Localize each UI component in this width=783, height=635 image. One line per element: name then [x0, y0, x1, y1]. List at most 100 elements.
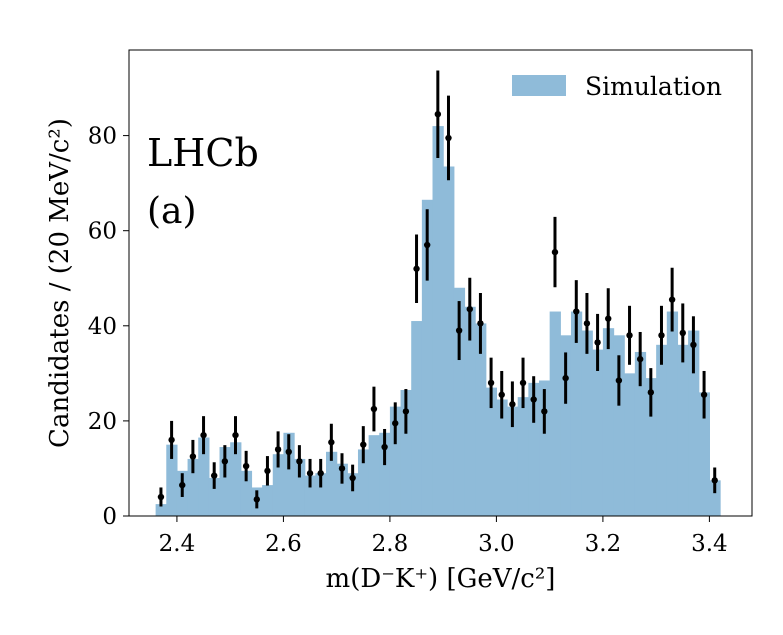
data-point — [370, 386, 378, 432]
data-point — [583, 292, 591, 354]
data-point — [423, 209, 431, 281]
data-marker — [615, 377, 623, 384]
data-point — [253, 490, 260, 509]
data-marker — [338, 465, 346, 472]
data-point — [445, 95, 452, 181]
y-axis-label: Candidates / (20 MeV/c²) — [45, 118, 75, 448]
x-tick-label: 2.8 — [372, 531, 409, 557]
histogram-bin — [262, 485, 274, 516]
histogram-bin — [496, 399, 508, 516]
data-marker — [200, 431, 207, 439]
histogram-bin — [166, 444, 178, 516]
experiment-label: LHCb — [147, 131, 259, 175]
data-point — [264, 456, 271, 486]
data-marker — [509, 401, 516, 408]
histogram-bin — [283, 432, 295, 516]
data-marker — [519, 379, 527, 387]
data-point — [296, 445, 303, 478]
data-marker — [434, 110, 442, 118]
histogram-bin — [528, 382, 540, 516]
histogram-bin — [634, 351, 647, 516]
data-marker — [317, 470, 324, 477]
data-marker — [541, 408, 548, 415]
histogram-bin — [709, 480, 721, 516]
histogram-bin — [155, 504, 167, 516]
data-point — [668, 267, 676, 332]
data-marker — [274, 446, 282, 453]
data-marker — [179, 481, 186, 489]
data-points — [157, 70, 718, 509]
histogram-bin — [272, 454, 285, 516]
histogram-bin — [432, 126, 444, 516]
legend-swatch-simulation — [512, 75, 566, 96]
histogram-bin — [326, 451, 338, 516]
data-point — [541, 389, 548, 434]
data-marker — [402, 408, 410, 415]
data-point — [487, 357, 495, 409]
y-tick-label: 0 — [102, 504, 117, 530]
histogram-bin — [411, 321, 423, 516]
x-tick-label: 3.0 — [478, 531, 515, 557]
y-tick-label: 40 — [88, 314, 117, 340]
data-point — [179, 473, 186, 497]
data-marker — [573, 308, 580, 315]
data-point — [392, 402, 399, 445]
data-marker — [370, 405, 378, 413]
x-tick-label: 2.4 — [159, 531, 196, 557]
data-marker — [392, 420, 399, 427]
data-point — [605, 288, 612, 350]
data-point — [658, 305, 665, 365]
data-point — [594, 313, 601, 371]
data-marker — [647, 389, 655, 396]
data-marker — [157, 493, 165, 501]
data-point — [338, 453, 346, 484]
data-point — [530, 376, 537, 423]
data-marker — [668, 296, 676, 303]
data-point — [189, 439, 197, 474]
data-point — [200, 416, 207, 455]
data-marker — [349, 474, 356, 482]
histogram-bin — [400, 389, 412, 516]
data-point — [455, 301, 463, 361]
data-point — [519, 357, 527, 409]
data-point — [573, 280, 580, 343]
data-point — [306, 458, 314, 488]
data-marker — [264, 467, 271, 475]
histogram-bin — [645, 378, 657, 516]
data-marker — [253, 496, 260, 503]
data-point — [349, 464, 356, 492]
data-marker — [551, 248, 559, 256]
histogram-bin — [443, 166, 455, 516]
simulation-histogram — [155, 126, 721, 517]
data-point — [210, 462, 218, 489]
data-marker — [210, 472, 218, 479]
data-marker — [679, 329, 686, 337]
data-point — [466, 277, 473, 341]
histogram-bin — [240, 470, 253, 516]
histogram-bin — [294, 458, 306, 516]
y-tick-label: 60 — [88, 219, 117, 245]
legend-label-simulation: Simulation — [585, 72, 722, 101]
data-point — [242, 450, 250, 482]
x-axis-label: m(D⁻K⁺) [GeV/c²] — [326, 564, 556, 594]
data-point — [477, 292, 484, 354]
data-marker — [413, 265, 420, 272]
histogram-bin — [357, 449, 370, 516]
data-marker — [455, 327, 463, 334]
data-point — [626, 305, 633, 365]
data-marker — [168, 436, 175, 444]
data-marker — [232, 431, 239, 439]
histogram-bin — [230, 442, 242, 516]
data-marker — [221, 458, 229, 465]
histogram-bin — [570, 311, 583, 516]
data-marker — [423, 241, 431, 249]
histogram-bin — [453, 287, 466, 516]
histogram-bin — [304, 475, 316, 516]
data-point — [328, 423, 335, 461]
histogram-bin — [666, 311, 679, 516]
histogram-bin — [421, 199, 434, 517]
data-marker — [296, 458, 303, 465]
histogram-bin — [581, 330, 593, 516]
data-marker — [636, 355, 644, 363]
data-point — [360, 426, 367, 464]
